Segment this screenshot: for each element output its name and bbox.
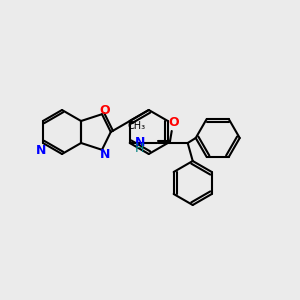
Text: O: O — [168, 116, 179, 130]
Text: CH₃: CH₃ — [128, 121, 146, 131]
Text: N: N — [36, 143, 46, 157]
Text: N: N — [134, 136, 145, 148]
Text: H: H — [135, 142, 144, 155]
Text: N: N — [100, 148, 110, 161]
Text: O: O — [100, 104, 110, 117]
